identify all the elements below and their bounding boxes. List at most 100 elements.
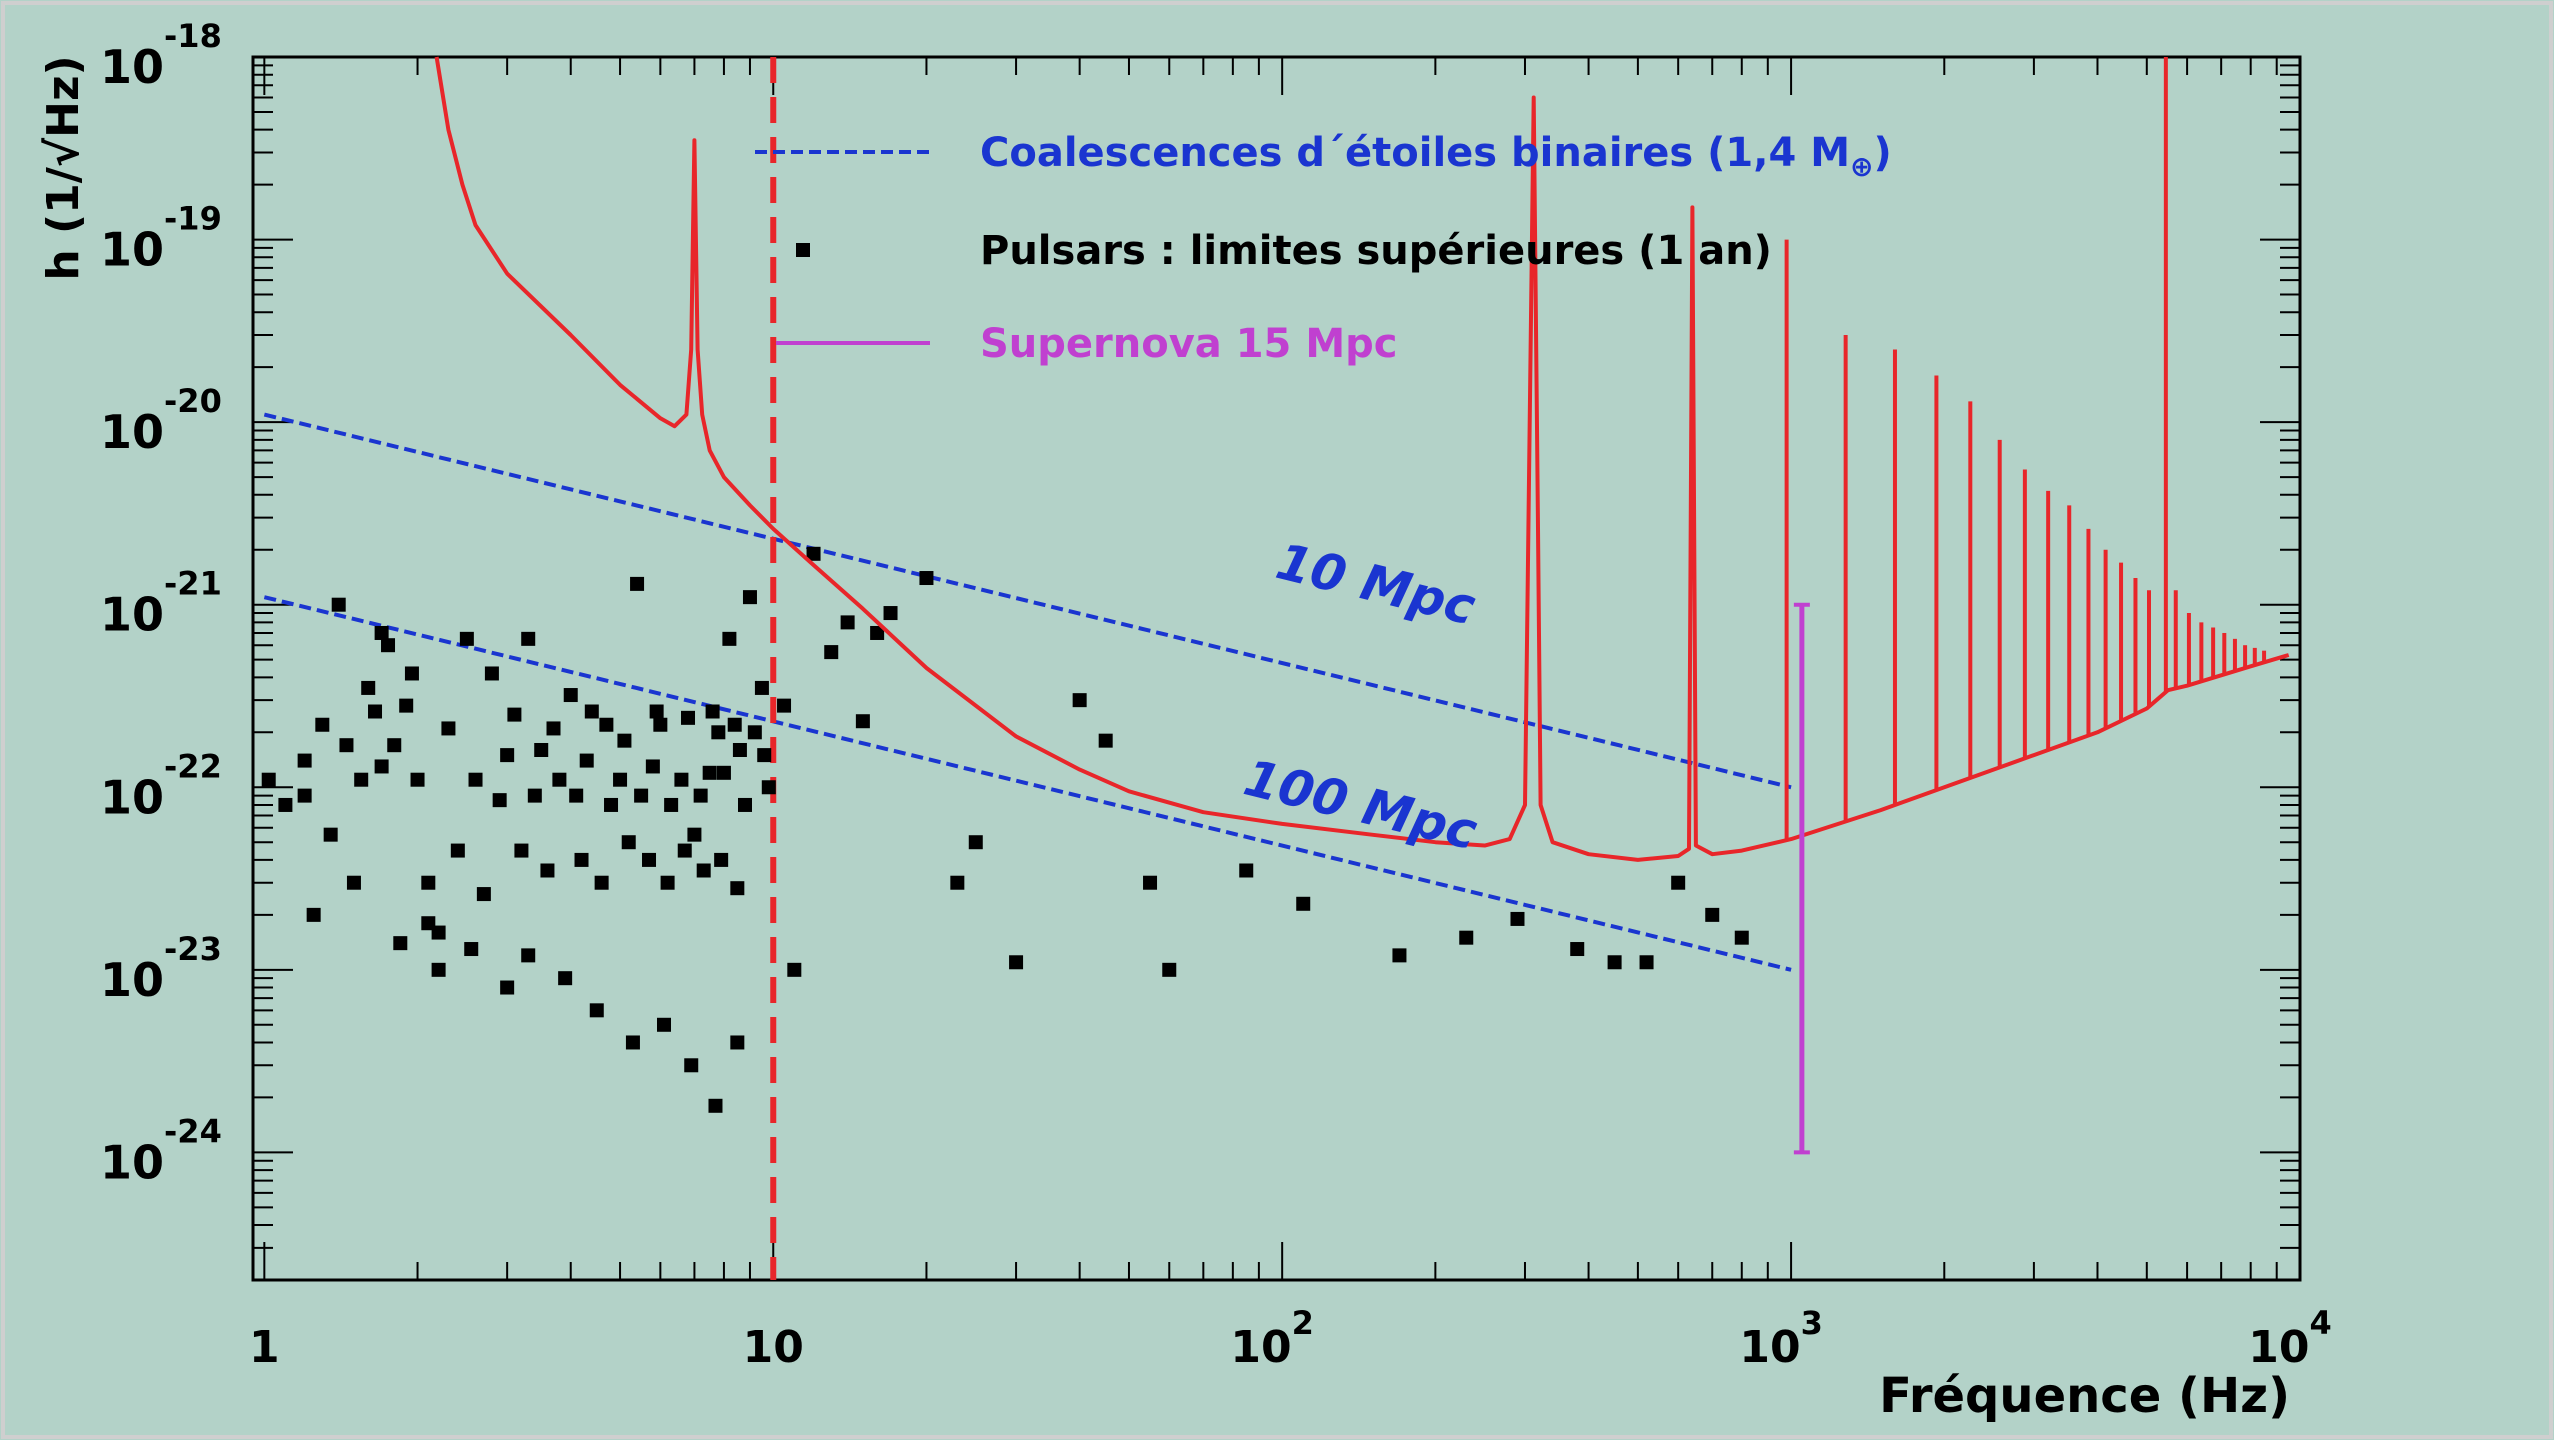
pulsar-point [521,631,536,646]
pulsar-point [1392,948,1407,963]
pulsar-point [660,875,675,890]
line-binaries-100mpc [263,595,1792,972]
pulsar-point [621,835,636,850]
pulsar-point [687,827,702,842]
pulsar-point [1239,863,1254,878]
pulsar-point [1098,733,1113,748]
pulsar-point [331,597,346,612]
pulsar-point [732,742,747,757]
x-tick-label: 102 [1230,1304,1314,1373]
pulsar-point [693,788,708,803]
pulsar-point [714,852,729,867]
pulsar-point [702,765,717,780]
pulsar-point [346,875,361,890]
pulsar-point [708,1098,723,1113]
pulsar-point [950,875,965,890]
y-tick-label: 10-22 [100,747,222,824]
pulsar-point [476,887,491,902]
pulsar-point [374,759,389,774]
pulsar-point [711,725,726,740]
pulsar-point [421,875,436,890]
legend-label-pulsars: Pulsars : limites supérieures (1 an) [980,228,1772,274]
pulsar-point [604,797,619,812]
y-tick-label: 10-23 [100,930,222,1007]
x-tick-label: 103 [1739,1304,1823,1373]
pulsar-point [883,606,898,621]
pulsar-point [534,742,549,757]
pulsar-point [1705,907,1720,922]
plot-area [251,55,2302,1282]
pulsar-point [589,1003,604,1018]
pulsar-point [649,704,664,719]
pulsar-point [653,717,668,732]
pulsar-point [500,980,515,995]
pulsar-point [393,936,408,951]
pulsar-point [521,948,536,963]
pulsar-point [840,615,855,630]
pulsar-point [1072,693,1087,708]
pulsar-point [315,717,330,732]
pulsar-point [730,1035,745,1050]
pulsar-point [552,772,567,787]
pulsar-point [484,666,499,681]
chart-marks [261,56,2290,1280]
pulsar-point [1143,875,1158,890]
y-axis-label: h (1/√Hz) [38,55,89,280]
pulsar-point [716,765,731,780]
plot-frame [251,55,2302,1282]
pulsar-point [754,680,769,695]
pulsar-point [1570,942,1585,957]
pulsar-point [410,772,425,787]
pulsar-point [684,1058,699,1073]
pulsar-point [787,962,802,977]
pulsar-point [1162,962,1177,977]
pulsar-point [1607,955,1622,970]
pulsar-point [450,843,465,858]
pulsar-point [657,1017,672,1032]
pulsar-point [368,704,383,719]
pulsar-point [761,780,776,795]
pulsar-point [546,721,561,736]
pulsar-point [278,797,293,812]
pulsar-point [855,714,870,729]
pulsar-point [323,827,338,842]
pulsar-point [399,698,414,713]
pulsar-point [441,721,456,736]
pulsar-point [722,631,737,646]
pulsar-point [613,772,628,787]
pulsar-point [674,772,689,787]
pulsar-point [387,738,402,753]
pulsar-point [579,753,594,768]
pulsar-point [645,759,660,774]
pulsar-point [468,772,483,787]
x-tick-label: 104 [2248,1304,2332,1373]
pulsar-point [540,863,555,878]
pulsar-point [919,571,934,586]
pulsar-point [569,788,584,803]
pulsar-point [1510,911,1525,926]
pulsar-point [599,717,614,732]
pulsar-point [381,638,396,653]
pulsar-point [500,748,515,763]
pulsar-point [514,843,529,858]
pulsar-point [574,852,589,867]
pulsar-point [705,704,720,719]
pulsar-point [361,680,376,695]
pulsar-point [870,625,885,640]
y-tick-label: 10-21 [100,565,222,642]
x-tick-label: 10 [743,1322,804,1373]
pulsar-point [617,733,632,748]
pulsar-point [742,590,757,605]
pulsar-point [431,962,446,977]
pulsar-point [1671,875,1686,890]
pulsar-point [737,797,752,812]
pulsar-point [1009,955,1024,970]
sensitivity-curve [434,56,2290,862]
y-tick-label: 10-20 [100,382,222,459]
legend-label-binaries: Coalescences d´étoiles binaires (1,4 M⊕) [980,130,1892,183]
pulsar-point [563,688,578,703]
pulsar-point [1459,930,1474,945]
pulsar-point [1639,955,1654,970]
